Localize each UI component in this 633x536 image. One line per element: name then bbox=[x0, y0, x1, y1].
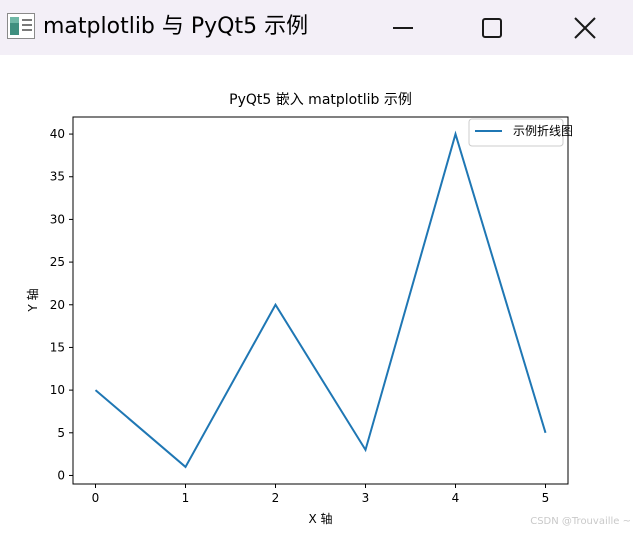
y-tick-label: 20 bbox=[50, 298, 65, 312]
close-button[interactable] bbox=[562, 0, 608, 55]
x-tick-label: 1 bbox=[182, 491, 190, 505]
y-axis-label: Y 轴 bbox=[25, 288, 40, 312]
x-tick-label: 0 bbox=[92, 491, 100, 505]
plot-area bbox=[72, 116, 569, 485]
y-tick-label: 30 bbox=[50, 212, 65, 226]
y-tick-label: 40 bbox=[50, 127, 65, 141]
app-icon bbox=[7, 13, 35, 39]
close-icon bbox=[574, 16, 596, 39]
legend: 示例折线图 bbox=[468, 118, 573, 147]
y-tick-label: 10 bbox=[50, 383, 65, 397]
minimize-icon bbox=[393, 26, 413, 29]
title-bar[interactable]: matplotlib 与 PyQt5 示例 bbox=[0, 0, 633, 55]
x-tick-label: 2 bbox=[272, 491, 280, 505]
line-chart[interactable]: PyQt5 嵌入 matplotlib 示例 0 1 2 3 4 5 0 5 10 15 20 25… bbox=[0, 55, 633, 532]
window-title: matplotlib 与 PyQt5 示例 bbox=[43, 14, 309, 39]
chart-title: PyQt5 嵌入 matplotlib 示例 bbox=[229, 92, 412, 108]
legend-label: 示例折线图 bbox=[513, 123, 573, 138]
main-content: PyQt5 嵌入 matplotlib 示例 0 1 2 3 4 5 0 5 10 15 20 25… bbox=[0, 55, 633, 532]
y-tick-label: 5 bbox=[57, 426, 65, 440]
y-tick-label: 25 bbox=[50, 255, 65, 269]
maximize-icon bbox=[482, 17, 502, 38]
x-axis-label: X 轴 bbox=[308, 511, 332, 526]
y-tick-label: 15 bbox=[50, 340, 65, 354]
watermark: CSDN @Trouvaille ~ bbox=[530, 516, 631, 527]
x-tick-label: 3 bbox=[362, 491, 370, 505]
series-layer bbox=[94, 130, 547, 469]
y-axis: 0 5 10 15 20 25 30 35 40 bbox=[50, 127, 73, 482]
minimize-button[interactable] bbox=[380, 0, 426, 55]
x-tick-label: 5 bbox=[542, 491, 550, 505]
y-tick-label: 35 bbox=[50, 170, 65, 184]
y-tick-label: 0 bbox=[57, 468, 65, 482]
maximize-button[interactable] bbox=[469, 0, 515, 55]
x-axis: 0 1 2 3 4 5 bbox=[92, 484, 550, 505]
series-line bbox=[94, 130, 547, 469]
x-tick-label: 4 bbox=[452, 491, 460, 505]
legend-box bbox=[468, 118, 564, 147]
